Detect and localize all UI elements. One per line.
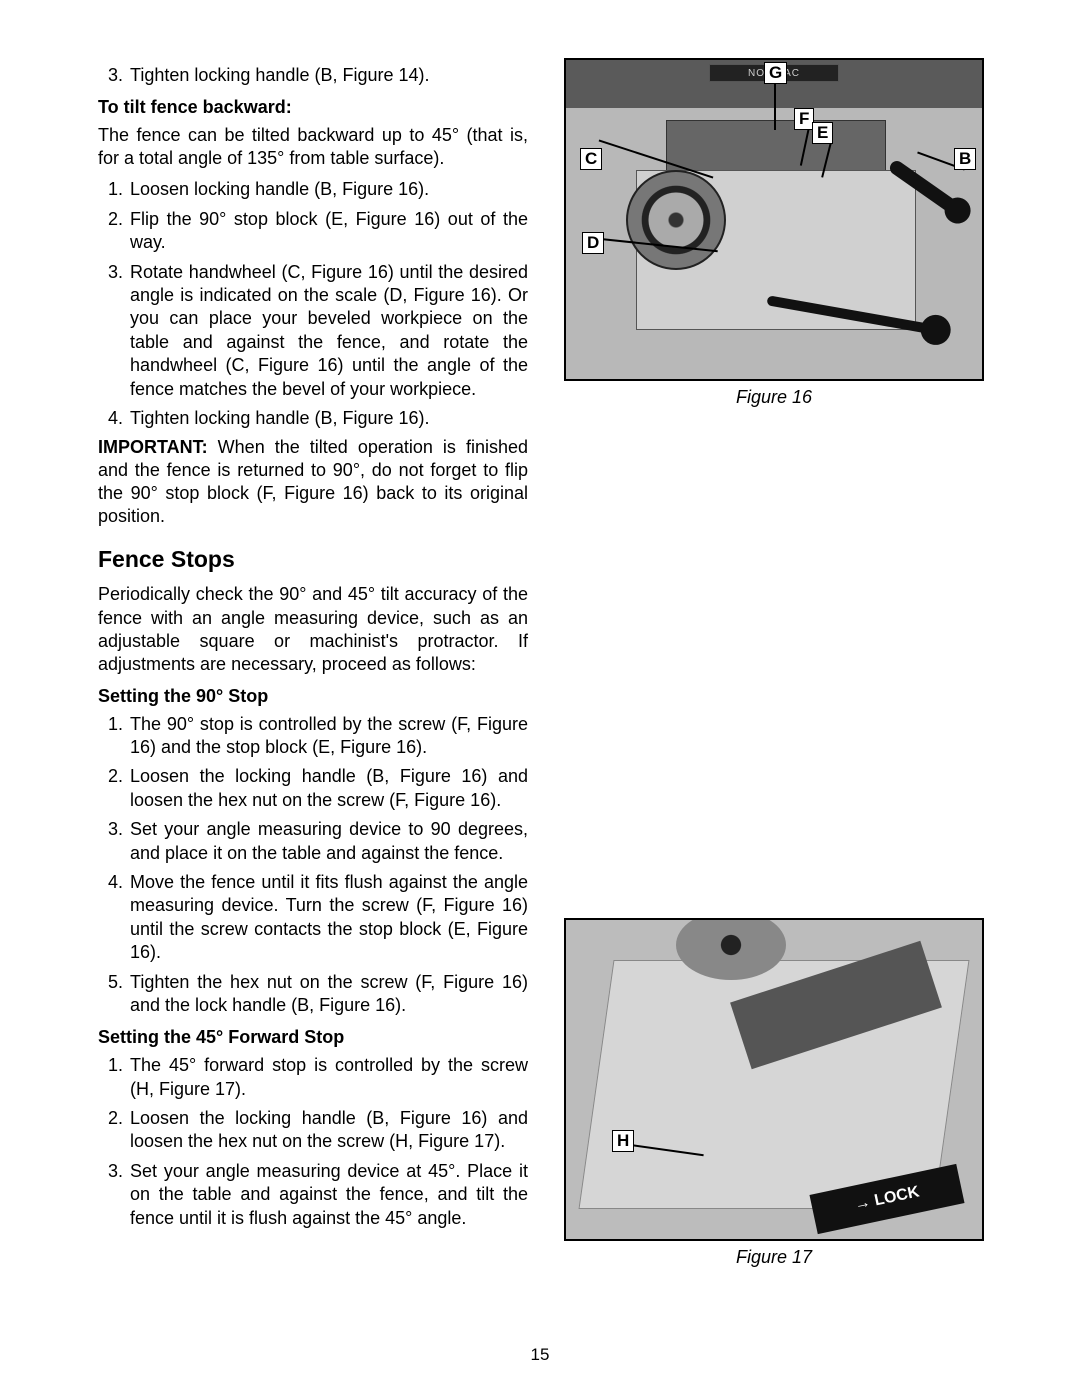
important-note: IMPORTANT: When the tilted operation is … [98,436,528,528]
step-item: The 90° stop is controlled by the screw … [128,713,528,760]
callout-G: G [764,62,787,84]
tilt-backward-heading: To tilt fence backward: [98,97,528,118]
important-label: IMPORTANT: [98,437,208,457]
handwheel-icon [626,170,726,270]
right-column: NOITUAC G F E C B D Figure 16 [564,58,984,1268]
set-45-steps: The 45° forward stop is controlled by th… [98,1054,528,1230]
callout-D: D [582,232,604,254]
step-item: Set your angle measuring device to 90 de… [128,818,528,865]
step-item: Move the fence until it fits flush again… [128,871,528,965]
callout-H: H [612,1130,634,1152]
figure-16-caption: Figure 16 [564,387,984,408]
prev-list-continued: Tighten locking handle (B, Figure 14). [98,64,528,87]
callout-C: C [580,148,602,170]
set-90-steps: The 90° stop is controlled by the screw … [98,713,528,1018]
tilt-backward-intro: The fence can be tilted backward up to 4… [98,124,528,170]
step-item: Loosen the locking handle (B, Figure 16)… [128,1107,528,1154]
callout-B: B [954,148,976,170]
fence-stops-intro: Periodically check the 90° and 45° tilt … [98,583,528,675]
step-item: Tighten locking handle (B, Figure 16). [128,407,528,430]
tilt-backward-steps: Loosen locking handle (B, Figure 16). Fl… [98,178,528,430]
step-item: The 45° forward stop is controlled by th… [128,1054,528,1101]
page-number: 15 [0,1345,1080,1365]
figure-16-image: NOITUAC G F E C B D [564,58,984,381]
step-item: Set your angle measuring device at 45°. … [128,1160,528,1230]
callout-E: E [812,122,833,144]
step-item: Rotate handwheel (C, Figure 16) until th… [128,261,528,401]
step-item: Tighten locking handle (B, Figure 14). [128,64,528,87]
step-item: Loosen locking handle (B, Figure 16). [128,178,528,201]
step-item: Loosen the locking handle (B, Figure 16)… [128,765,528,812]
figure-17-caption: Figure 17 [564,1247,984,1268]
set-90-heading: Setting the 90° Stop [98,686,528,707]
fence-stops-heading: Fence Stops [98,546,528,573]
figure-17-image: → LOCK H [564,918,984,1241]
set-45-heading: Setting the 45° Forward Stop [98,1027,528,1048]
left-column: Tighten locking handle (B, Figure 14). T… [98,58,528,1268]
step-item: Flip the 90° stop block (E, Figure 16) o… [128,208,528,255]
step-item: Tighten the hex nut on the screw (F, Fig… [128,971,528,1018]
